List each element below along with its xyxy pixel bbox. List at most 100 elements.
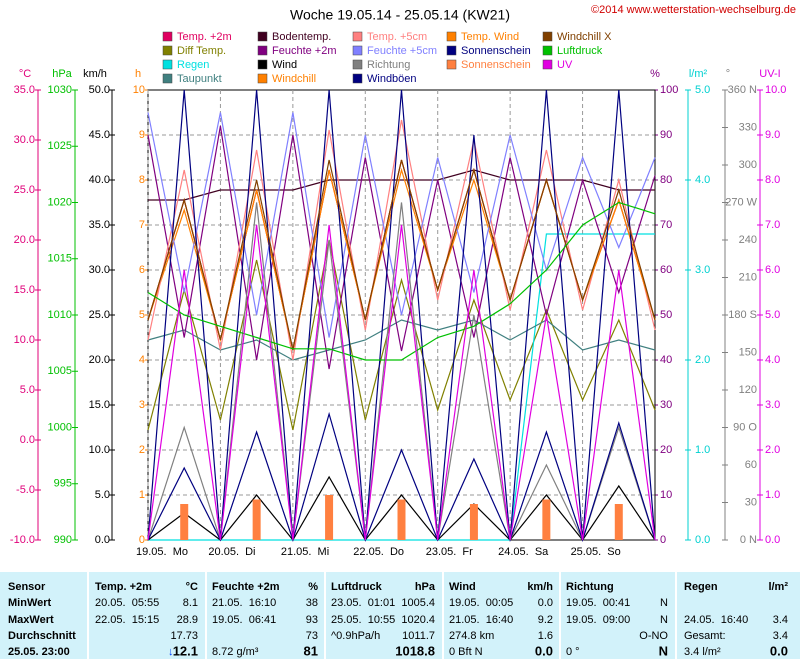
table-bg xyxy=(0,572,800,659)
x-tick-label: 22.05. Do xyxy=(353,546,404,558)
y-tick-label: 1030 xyxy=(48,84,72,96)
series-line xyxy=(147,119,656,361)
table-cell: 19.05. 00:41 xyxy=(566,597,630,609)
legend-swatch xyxy=(446,59,457,70)
y-tick-label: 240 xyxy=(739,234,757,246)
table-cell: °C xyxy=(186,581,198,593)
y-tick-label: 180 S xyxy=(728,309,757,321)
x-tick-label: 25.05. So xyxy=(571,546,621,558)
table-cell: 21.05. 16:40 xyxy=(449,614,513,626)
bar xyxy=(252,499,261,540)
y-tick-label: 20.0 xyxy=(89,354,110,366)
y-tick-label: 35.0 xyxy=(89,219,110,231)
y-tick-label: 8 xyxy=(139,174,145,186)
table-cell: Feuchte +2m xyxy=(212,581,280,593)
table-cell: N xyxy=(660,614,668,626)
y-tick-label: 1005 xyxy=(48,365,72,377)
legend-swatch xyxy=(446,31,457,42)
series-line xyxy=(147,201,656,361)
y-tick-label: 2 xyxy=(139,444,145,456)
legend-swatch xyxy=(352,45,363,56)
legend-swatch xyxy=(542,45,553,56)
y-tick-label: 60 xyxy=(660,264,672,276)
y-tick-label: 60 xyxy=(745,459,757,471)
table-cell: 19.05. 06:41 xyxy=(212,614,276,626)
y-tick-label: 1 xyxy=(139,489,145,501)
table-cell: 1.6 xyxy=(538,630,553,642)
y-tick-label: 0 N xyxy=(740,534,757,546)
y-tick-label: 990 xyxy=(54,534,72,546)
table-cell: ^0.9hPa/h xyxy=(331,630,380,642)
axis-label: % xyxy=(650,68,660,80)
y-tick-label: 5.0 xyxy=(695,84,710,96)
y-tick-label: 80 xyxy=(660,174,672,186)
table-cell: 0.0 xyxy=(535,643,553,658)
bar xyxy=(614,504,623,540)
series-line xyxy=(148,169,655,201)
y-tick-label: 3 xyxy=(139,399,145,411)
legend-swatch xyxy=(162,59,173,70)
legend-label: Sonnenschein xyxy=(461,45,531,57)
table-cell: MinWert xyxy=(8,597,52,609)
table-cell: 19.05. 00:05 xyxy=(449,597,513,609)
y-tick-label: 120 xyxy=(739,384,757,396)
y-tick-label: -10.0 xyxy=(10,534,35,546)
y-tick-label: 1.0 xyxy=(695,444,710,456)
bar xyxy=(542,499,551,540)
y-tick-label: 30 xyxy=(745,496,757,508)
y-tick-label: 0.0 xyxy=(20,434,35,446)
y-tick-label: 50.0 xyxy=(89,84,110,96)
table-cell: 3.4 l/m² xyxy=(684,646,721,658)
legend-swatch xyxy=(162,45,173,56)
series-line xyxy=(147,239,656,431)
y-tick-label: 330 xyxy=(739,121,757,133)
table-cell: Temp. +2m xyxy=(95,581,152,593)
y-tick-label: 40.0 xyxy=(89,174,110,186)
chart-title: Woche 19.05.14 - 25.05.14 (KW21) xyxy=(290,7,510,23)
y-tick-label: 0.0 xyxy=(95,534,110,546)
y-tick-label: 20 xyxy=(660,444,672,456)
table-cell: N xyxy=(660,597,668,609)
y-tick-label: 10.0 xyxy=(765,84,786,96)
legend-swatch xyxy=(352,31,363,42)
x-tick-label: 24.05. Sa xyxy=(498,546,549,558)
y-tick-label: 15.0 xyxy=(14,284,35,296)
y-tick-label: 25.0 xyxy=(89,309,110,321)
table-cell: Gesamt: xyxy=(684,630,726,642)
y-tick-label: 2.0 xyxy=(765,444,780,456)
legend-swatch xyxy=(162,73,173,84)
table-cell: O-NO xyxy=(639,630,668,642)
table-cell: Regen xyxy=(684,581,718,593)
legend-label: Feuchte +5cm xyxy=(367,45,437,57)
table-cell: 73 xyxy=(306,630,318,642)
y-tick-label: 30.0 xyxy=(14,134,35,146)
y-tick-label: 5.0 xyxy=(20,384,35,396)
y-tick-label: 6.0 xyxy=(765,264,780,276)
y-tick-label: 0.0 xyxy=(695,534,710,546)
table-cell: 93 xyxy=(306,614,318,626)
y-tick-label: 4.0 xyxy=(695,174,710,186)
table-cell: 1018.8 xyxy=(395,643,435,658)
y-tick-label: 3.0 xyxy=(765,399,780,411)
legend-label: Sonnenschein xyxy=(461,59,531,71)
y-tick-label: 25.0 xyxy=(14,184,35,196)
series-line xyxy=(147,89,656,541)
y-tick-label: 90 xyxy=(660,129,672,141)
legend-label: Bodentemp. xyxy=(272,31,331,43)
y-tick-label: 1025 xyxy=(48,140,72,152)
table-cell: l/m² xyxy=(768,581,788,593)
bar xyxy=(180,504,189,540)
axis-label: h xyxy=(135,68,141,80)
y-tick-label: 5 xyxy=(139,309,145,321)
y-tick-label: 5.0 xyxy=(765,309,780,321)
y-tick-label: 7 xyxy=(139,219,145,231)
series-line xyxy=(147,202,656,542)
y-tick-label: 9 xyxy=(139,129,145,141)
table-cell: hPa xyxy=(415,581,436,593)
y-tick-label: 2.0 xyxy=(695,354,710,366)
y-tick-label: 10.0 xyxy=(14,334,35,346)
series-line xyxy=(147,112,656,338)
y-tick-label: 10 xyxy=(660,489,672,501)
